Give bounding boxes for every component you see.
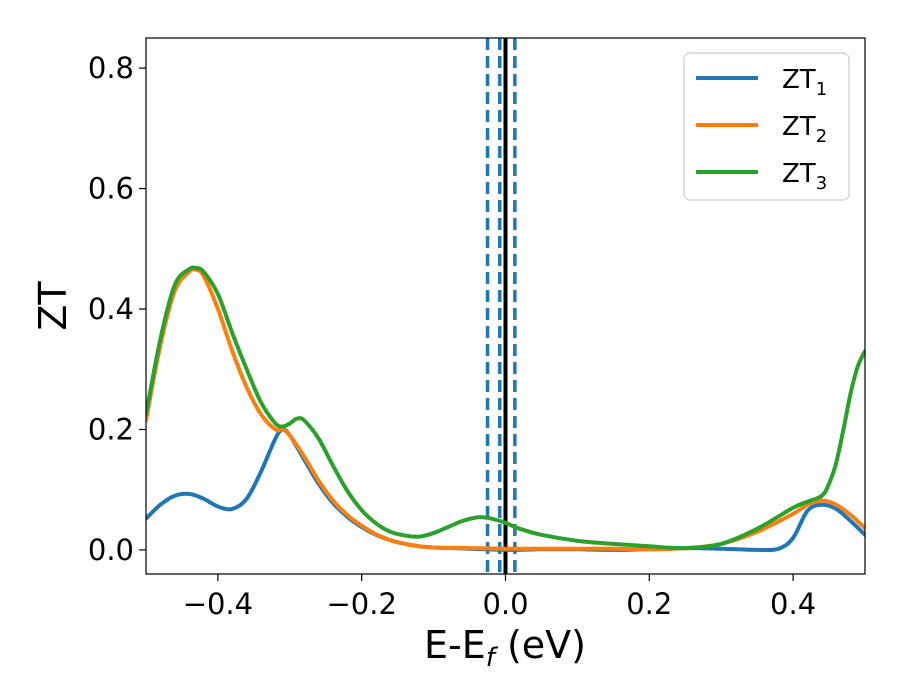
x-tick-label: 0.2 — [626, 587, 672, 621]
series-line-zt3 — [146, 265, 865, 551]
y-tick-label: 0.6 — [88, 172, 134, 206]
legend: ZT1 ZT2 ZT3 — [683, 52, 850, 201]
legend-label-zt1: ZT1 — [782, 65, 827, 100]
series-lines — [146, 265, 865, 553]
x-tick-label: −0.2 — [326, 587, 396, 621]
legend-label-zt3: ZT3 — [782, 159, 827, 194]
x-axis-ticks: −0.4 −0.2 0.0 0.2 0.4 — [183, 574, 816, 621]
x-tick-label: 0.0 — [482, 587, 528, 621]
y-tick-label: 0.2 — [88, 412, 134, 446]
legend-box — [683, 52, 850, 201]
x-tick-label: 0.4 — [770, 587, 816, 621]
series-line-zt2 — [146, 267, 865, 552]
y-tick-label: 0.0 — [88, 533, 134, 567]
x-tick-label: −0.4 — [183, 587, 253, 621]
y-tick-label: 0.8 — [88, 51, 134, 85]
x-axis-label: E-Ef (eV) — [424, 623, 586, 673]
y-axis-ticks: 0.0 0.2 0.4 0.6 0.8 — [88, 51, 146, 567]
fermi-level-lines — [485, 38, 517, 574]
y-axis-label: ZT — [31, 281, 75, 331]
y-tick-label: 0.4 — [88, 292, 134, 326]
legend-label-zt2: ZT2 — [782, 112, 827, 147]
